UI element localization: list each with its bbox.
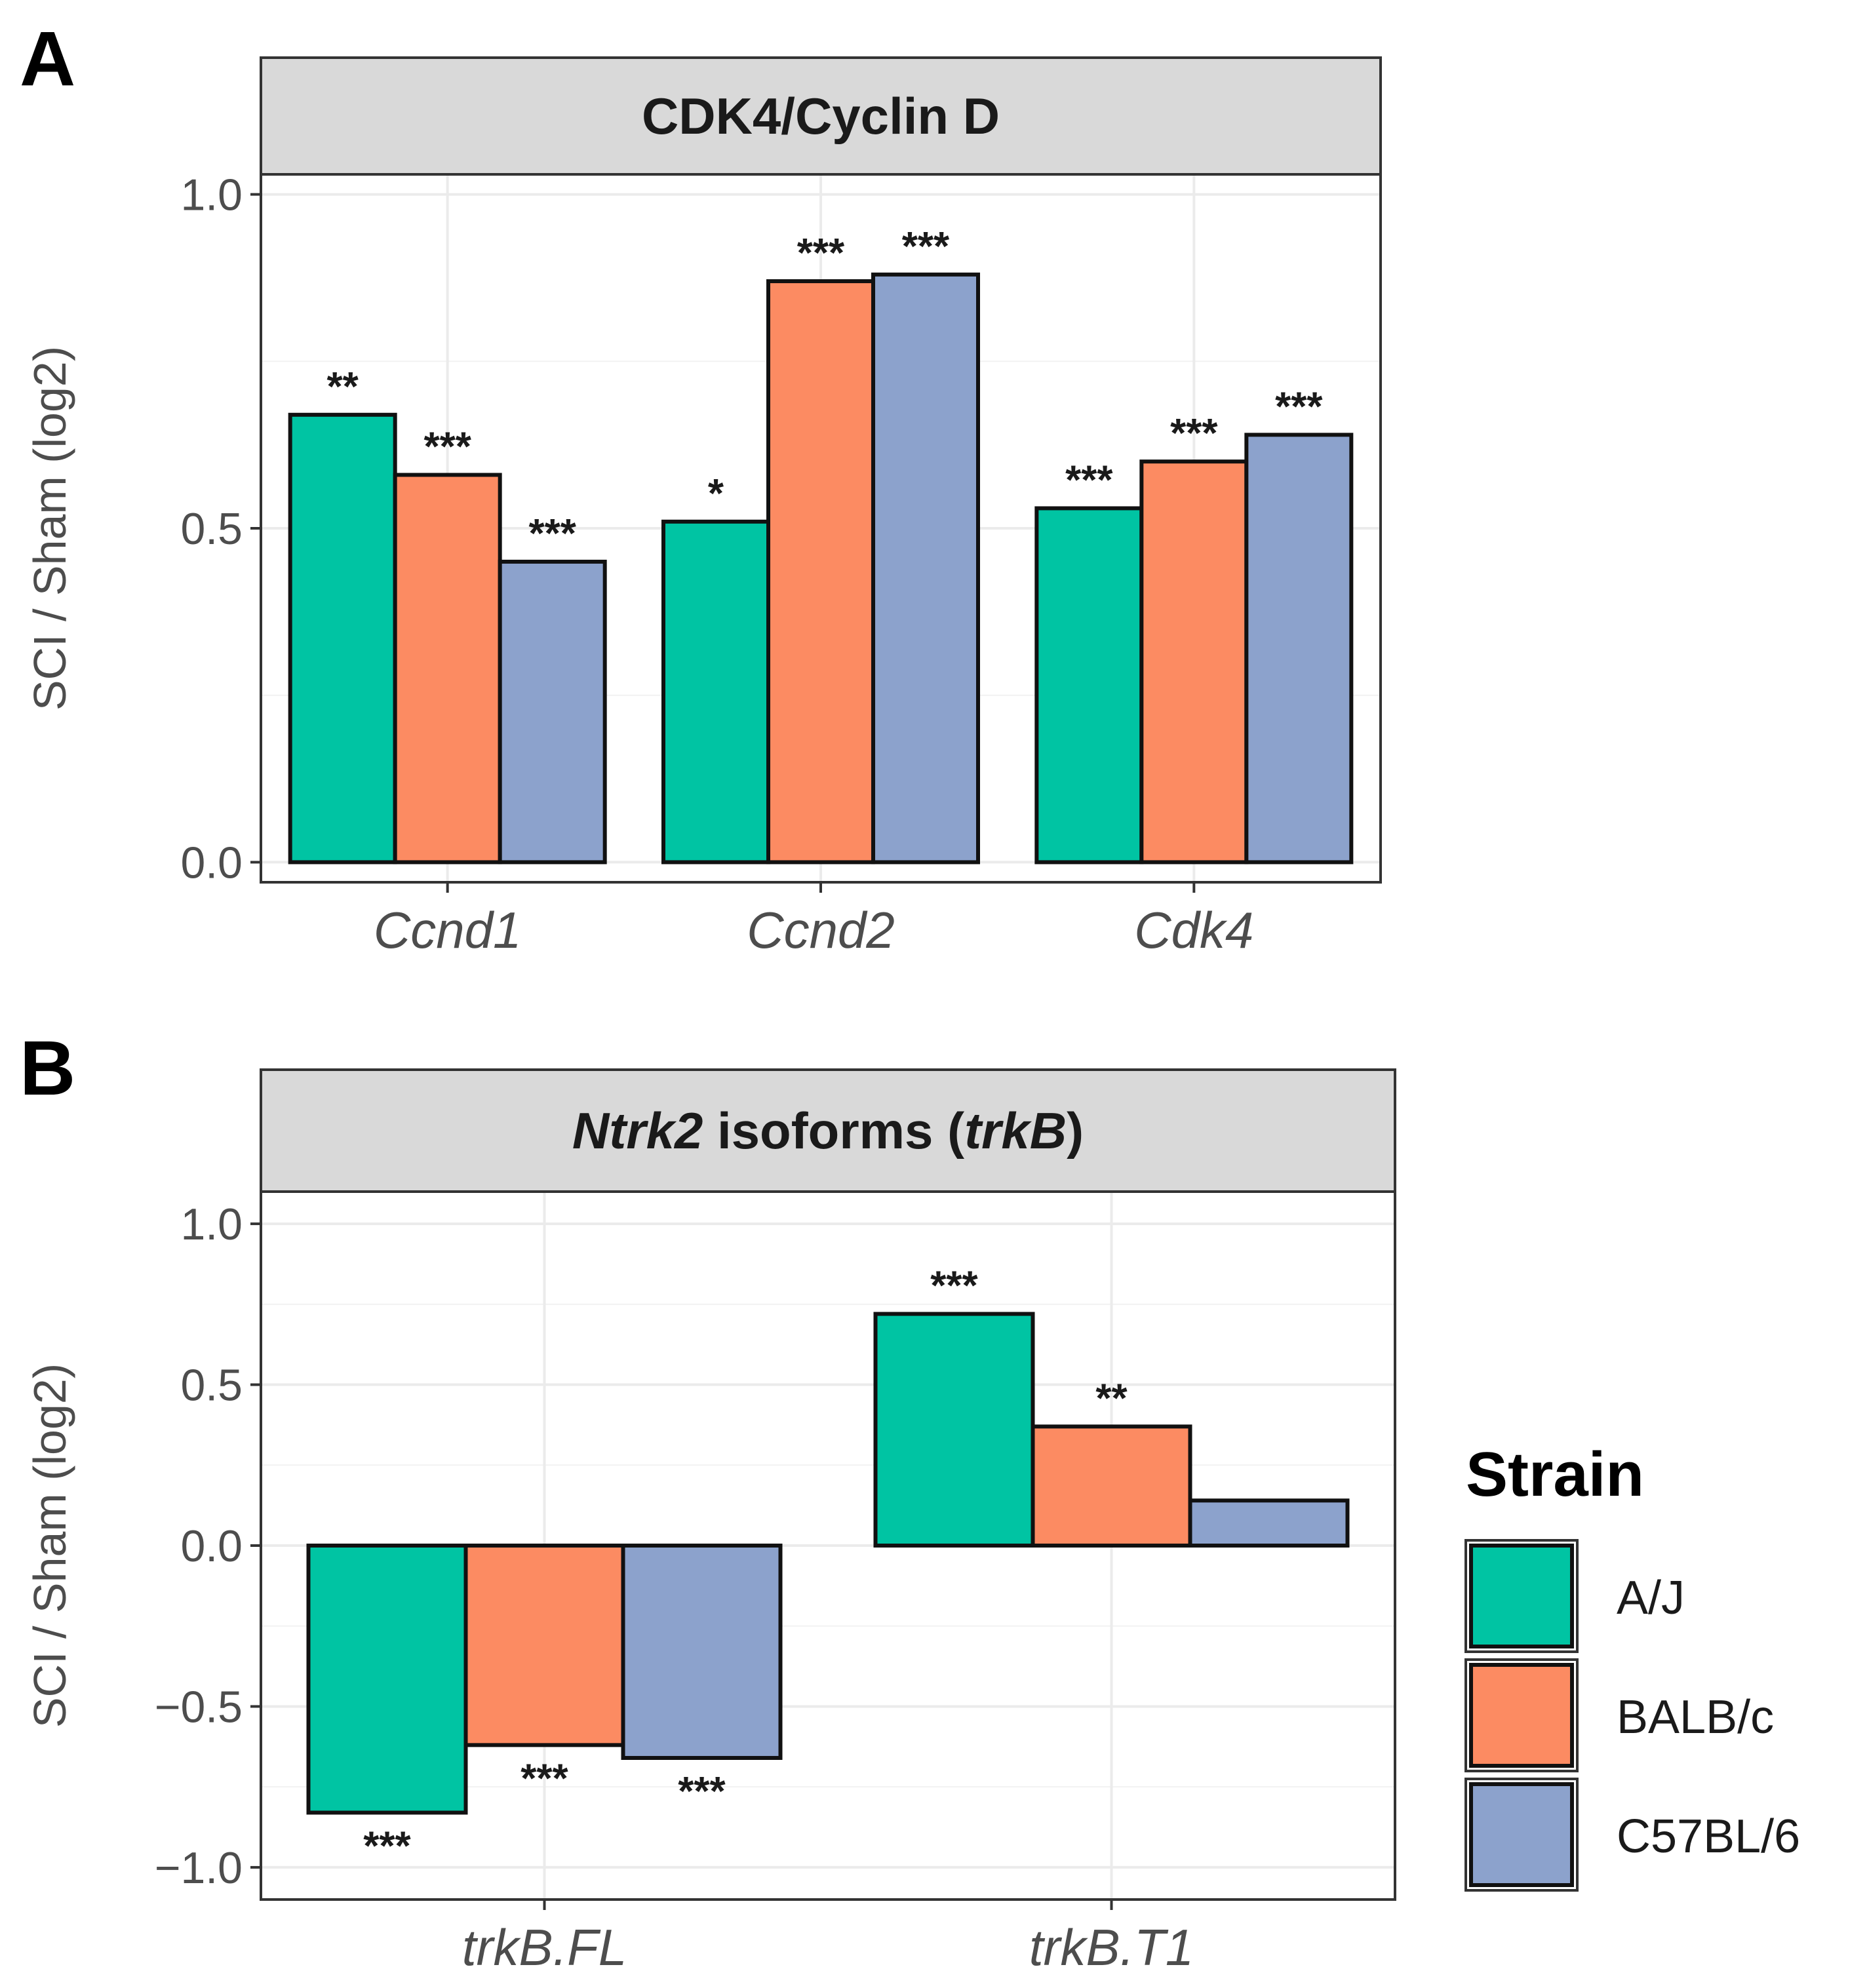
panel-b-strip	[260, 1068, 1396, 1193]
panel-b-plot-border	[260, 1190, 1396, 1901]
panel-b-y-tick-label: −1.0	[155, 1843, 243, 1893]
panel-b-bar	[1188, 1498, 1350, 1548]
panel-a-y-axis-title: SCI / Sham (log2)	[24, 346, 75, 711]
panel-b-significance-label: ***	[930, 1264, 978, 1309]
panel-b-significance-label: ***	[363, 1823, 411, 1869]
panel-a-y-tick-label: 1.0	[180, 170, 243, 220]
panel-b-significance-label: ***	[521, 1756, 568, 1801]
panel-b-bar	[621, 1544, 783, 1760]
panel-a-title: CDK4/Cyclin D	[642, 87, 1000, 145]
legend: Strain A/J BALB/c C57BL/6	[1464, 1439, 1800, 1892]
panel-a-x-tick-label: Ccnd1	[374, 901, 521, 959]
panel-b-significance-label: **	[1095, 1376, 1128, 1421]
panel-b-y-tick-label: 1.0	[180, 1199, 243, 1249]
panel-a-bar	[393, 473, 502, 865]
panel-b-x-tick-label: trkB.FL	[462, 1919, 627, 1976]
panel-a-significance-label: ***	[528, 511, 576, 556]
panel-b-y-axis-title: SCI / Sham (log2)	[24, 1363, 75, 1728]
panel-a-bar	[1139, 459, 1249, 865]
panel-a-significance-label: *	[708, 471, 724, 516]
panel-b-significance-label: ***	[678, 1769, 726, 1814]
panel-a-bar	[766, 279, 875, 865]
panel-b-y-tick-label: 0.5	[180, 1361, 243, 1411]
panel-b-bar	[1031, 1424, 1192, 1548]
panel-a-significance-label: ***	[1275, 384, 1323, 429]
panel-a-significance-label: ***	[1065, 458, 1113, 503]
legend-swatch	[1469, 1544, 1574, 1648]
panel-a-significance-label: **	[327, 364, 359, 410]
panel-b-title: Ntrk2 isoforms (trkB)	[572, 1102, 1084, 1160]
panel-b-title-part: Ntrk2	[572, 1102, 703, 1160]
panel-b-y-tick-label: −0.5	[155, 1682, 243, 1732]
panel-a-x-tick-label: Cdk4	[1134, 901, 1253, 959]
panel-b-y-tick-label: 0.0	[180, 1521, 243, 1571]
panel-b-title-part: )	[1067, 1102, 1084, 1160]
panel-b-bar	[463, 1544, 625, 1747]
legend-title: Strain	[1466, 1439, 1644, 1510]
legend-label: A/J	[1617, 1572, 1685, 1624]
panel-b-bar	[306, 1544, 468, 1815]
panel-a-plot-border	[260, 173, 1382, 884]
panel-b-chart: Ntrk2 isoforms (trkB) −1.0 −0.5 0.0 0.5 1.0 t…	[24, 1068, 1396, 1976]
legend-label: BALB/c	[1617, 1691, 1774, 1744]
panel-a-y-tick-label: 0.5	[180, 504, 243, 554]
panel-a-significance-label: ***	[423, 424, 471, 469]
panel-b-title-part: isoforms (	[703, 1102, 964, 1160]
panel-b-bar	[873, 1312, 1035, 1548]
panel-a-bar	[1034, 506, 1144, 865]
panel-a-strip	[260, 56, 1382, 176]
panel-a-significance-label: ***	[902, 224, 950, 269]
legend-swatch	[1469, 1782, 1574, 1887]
legend-swatch	[1469, 1663, 1574, 1768]
panel-a-x-tick-label: Ccnd2	[747, 901, 894, 959]
panel-a-bar	[661, 519, 770, 865]
legend-label: C57BL/6	[1617, 1810, 1800, 1863]
panel-letter-a: A	[20, 16, 75, 102]
panel-b-title-part: trkB	[964, 1102, 1067, 1160]
panel-a-significance-label: ***	[1170, 411, 1218, 456]
panel-b-x-tick-label: trkB.T1	[1029, 1919, 1194, 1976]
panel-a-bar	[871, 272, 980, 865]
panel-a-bar	[498, 559, 607, 865]
panel-letter-b: B	[20, 1025, 75, 1112]
panel-a-bar	[1244, 433, 1354, 865]
panel-a-bar	[288, 412, 397, 865]
panel-a-y-tick-label: 0.0	[180, 838, 243, 887]
panel-a-significance-label: ***	[797, 231, 845, 276]
